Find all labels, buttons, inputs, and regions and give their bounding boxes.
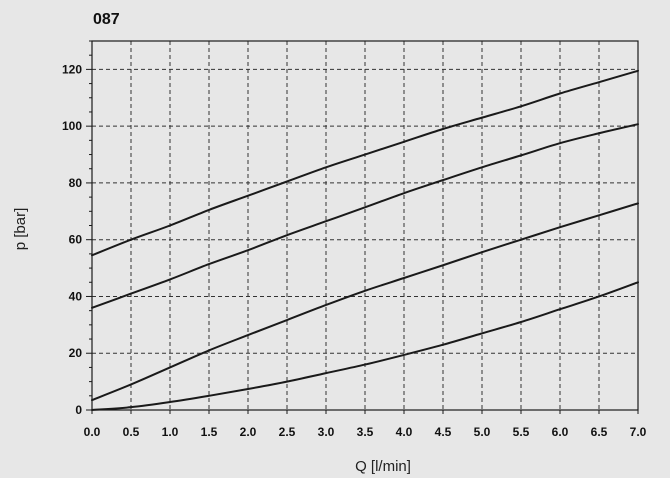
x-tick-label: 6.0 bbox=[552, 425, 569, 439]
axis-ticks bbox=[86, 40, 639, 414]
series-line-2 bbox=[91, 123, 639, 309]
chart-title: 087 bbox=[93, 11, 120, 28]
y-tick-label: 0 bbox=[75, 403, 82, 417]
x-tick-label: 4.0 bbox=[396, 425, 413, 439]
series-line-1 bbox=[91, 69, 639, 257]
y-tick-label: 100 bbox=[62, 119, 82, 133]
y-tick-label: 60 bbox=[69, 233, 83, 247]
x-tick-label: 0.0 bbox=[84, 425, 101, 439]
x-tick-label: 6.5 bbox=[591, 425, 608, 439]
series-line-3 bbox=[91, 202, 639, 402]
x-tick-label: 1.0 bbox=[162, 425, 179, 439]
x-axis-label: Q [l/min] bbox=[355, 458, 411, 475]
x-tick-label: 2.0 bbox=[240, 425, 257, 439]
x-tick-label: 3.5 bbox=[357, 425, 374, 439]
x-tick-label: 5.0 bbox=[474, 425, 491, 439]
series-line-4 bbox=[91, 281, 639, 411]
x-tick-label: 4.5 bbox=[435, 425, 452, 439]
grid bbox=[92, 41, 638, 410]
y-tick-label: 40 bbox=[69, 289, 83, 303]
y-axis-label: p [bar] bbox=[12, 208, 29, 251]
x-tick-label: 3.0 bbox=[318, 425, 335, 439]
x-tick-label: 1.5 bbox=[201, 425, 218, 439]
series-group bbox=[91, 69, 639, 411]
y-tick-label: 120 bbox=[62, 62, 82, 76]
x-tick-label: 7.0 bbox=[630, 425, 647, 439]
y-tick-label: 20 bbox=[69, 346, 83, 360]
x-tick-labels: 0.0 0.5 1.0 1.5 2.0 2.5 3.0 3.5 4.0 4.5 5.0 5.5 6.0 6… bbox=[84, 425, 647, 439]
x-tick-label: 0.5 bbox=[123, 425, 140, 439]
x-tick-label: 2.5 bbox=[279, 425, 296, 439]
y-tick-label: 80 bbox=[69, 176, 83, 190]
y-tick-labels: 0 20 40 60 80 100 120 bbox=[62, 62, 82, 417]
x-tick-label: 5.5 bbox=[513, 425, 530, 439]
